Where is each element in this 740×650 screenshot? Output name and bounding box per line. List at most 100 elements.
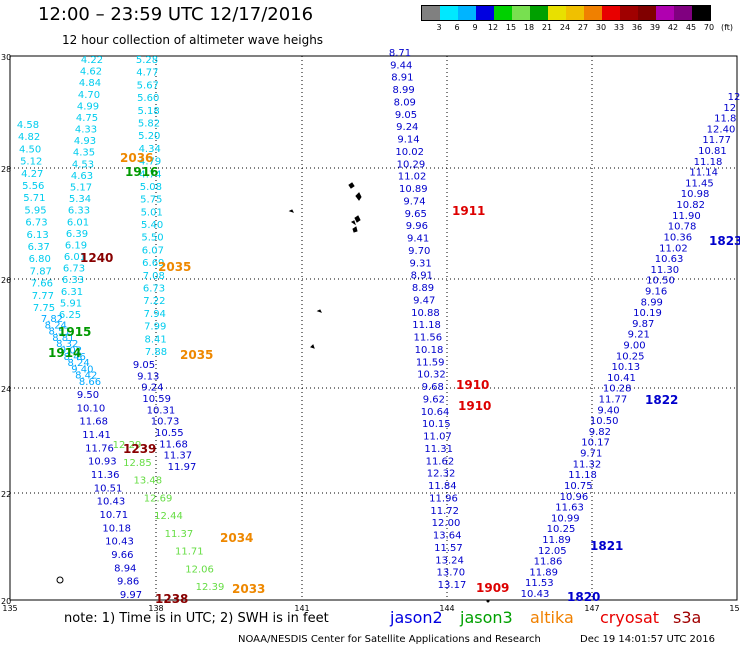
wave-height-value: 5.40	[141, 220, 163, 231]
wave-height-value: 8.51	[48, 327, 70, 338]
wave-height-value: 9.86	[117, 577, 139, 588]
wave-height-value: 6.69	[142, 258, 164, 269]
wave-height-value: 11.68	[79, 417, 108, 428]
wave-height-value: 10.18	[415, 345, 444, 356]
color-swatch	[548, 6, 566, 20]
color-swatch	[602, 6, 620, 20]
color-swatch	[656, 6, 674, 20]
color-scale-label: 18	[523, 23, 535, 32]
wave-height-value: 10.96	[560, 492, 589, 503]
color-scale-label: 30	[595, 23, 607, 32]
wave-height-value: 10.10	[77, 403, 106, 414]
wave-height-value: 6.07	[142, 245, 164, 256]
wave-height-value: 10.25	[547, 524, 576, 535]
wave-height-value: 5.67	[137, 80, 159, 91]
wave-height-value: 12.00	[432, 518, 461, 529]
satellite-name: altika	[530, 608, 574, 627]
wave-height-value: 12.32	[427, 469, 456, 480]
wave-height-value: 10.43	[97, 497, 126, 508]
wave-height-value: 6.39	[66, 229, 88, 240]
color-scale-label: 12	[487, 23, 499, 32]
color-swatch	[458, 6, 476, 20]
wave-height-value: 11.76	[85, 443, 114, 454]
wave-height-value: 5.20	[138, 131, 160, 142]
lat-tick-label: 26	[1, 276, 11, 285]
satellite-name: cryosat	[600, 608, 660, 627]
pass-time-label: 1915	[58, 325, 91, 339]
wave-height-value: 8.24	[67, 358, 89, 369]
color-scale-label: 3	[436, 23, 442, 32]
color-swatch	[440, 6, 458, 20]
wave-height-value: 8.09	[394, 98, 416, 109]
wave-height-value: 9.66	[111, 550, 133, 561]
wave-height-value: 9.14	[397, 135, 419, 146]
wave-height-value: 10.99	[551, 513, 580, 524]
credit-line: NOAA/NESDIS Center for Satellite Applica…	[238, 634, 541, 645]
wave-height-value: 10.82	[676, 200, 705, 211]
wave-height-value: 8.32	[56, 339, 78, 350]
color-swatch	[494, 6, 512, 20]
wave-height-value: 8.24	[45, 320, 67, 331]
color-scale-labels: 3 6 9 12 15 18 21 24 27 30 33 36 39 42 45 70 (ft)	[421, 21, 733, 33]
lon-tick-label: 147	[584, 604, 599, 613]
color-scale-label: 15	[505, 23, 517, 32]
wave-height-value: 11.32	[573, 459, 602, 470]
wave-height-value: 7.08	[143, 271, 165, 282]
wave-height-value: 12.44	[154, 511, 183, 522]
wave-height-value: 11.18	[694, 157, 723, 168]
wave-height-value: 9.87	[632, 319, 654, 330]
wave-height-value: 11.56	[413, 333, 442, 344]
wave-height-value: 12	[723, 103, 736, 114]
wave-height-value: 11.31	[424, 444, 453, 455]
pass-time-label: 1914	[48, 346, 81, 360]
pass-time-label: 2034	[220, 531, 253, 545]
color-swatch	[566, 6, 584, 20]
pass-time-label: 1911	[452, 204, 485, 218]
wave-height-value: 12.06	[185, 564, 214, 575]
wave-height-value: 11.84	[428, 481, 457, 492]
wave-height-value: 8.42	[75, 371, 97, 382]
color-swatch	[638, 6, 656, 20]
wave-height-value: 10.59	[142, 394, 171, 405]
wave-height-value: 12.39	[196, 582, 225, 593]
pass-time-label: 1909	[476, 581, 509, 595]
wave-height-value: 6.80	[29, 254, 51, 265]
wave-height-value: 4.74	[139, 169, 161, 180]
lon-tick-label: 141	[294, 604, 309, 613]
lat-lon-grid	[10, 56, 737, 600]
color-scale-label: 6	[454, 23, 460, 32]
map-title: 12:00 – 23:59 UTC 12/17/2016	[38, 4, 314, 25]
wave-height-value: 10.71	[99, 510, 128, 521]
wave-height-value: 9.70	[408, 246, 430, 257]
wave-height-value: 5.08	[140, 182, 162, 193]
lat-tick-label: 30	[1, 53, 11, 62]
wave-height-value: 5.28	[136, 55, 158, 66]
wave-height-value: 11.30	[650, 265, 679, 276]
wave-height-value: 8.46	[64, 352, 86, 363]
wave-height-value: 6.73	[25, 218, 47, 229]
wave-height-value: 8.99	[392, 85, 414, 96]
wave-height-value: 11.37	[165, 529, 194, 540]
wave-height-value: 11.57	[434, 543, 463, 554]
color-scale-label: 39	[649, 23, 661, 32]
wave-height-value: 10.18	[102, 523, 131, 534]
satellite-name: jason2	[390, 608, 443, 627]
wave-height-value: 9.05	[395, 110, 417, 121]
wave-height-value: 13.64	[433, 531, 462, 542]
island-circle	[56, 576, 64, 584]
island-dot	[486, 599, 490, 603]
latitude-ticks: 30 28 26 24 22 20	[1, 53, 11, 606]
pass-time-label: 2035	[180, 348, 213, 362]
wave-height-value: 6.33	[62, 275, 84, 286]
wave-height-value: 9.74	[403, 197, 425, 208]
wave-height-value: 12.05	[538, 546, 567, 557]
wave-height-value: 8.66	[79, 377, 101, 388]
color-scale-label: 36	[631, 23, 643, 32]
color-scale-label: 70	[703, 23, 715, 32]
wave-height-value: 11.45	[685, 178, 714, 189]
pass-time-label: 2033	[232, 582, 265, 596]
color-scale-bar	[421, 5, 711, 21]
lon-tick-label: 135	[2, 604, 17, 613]
